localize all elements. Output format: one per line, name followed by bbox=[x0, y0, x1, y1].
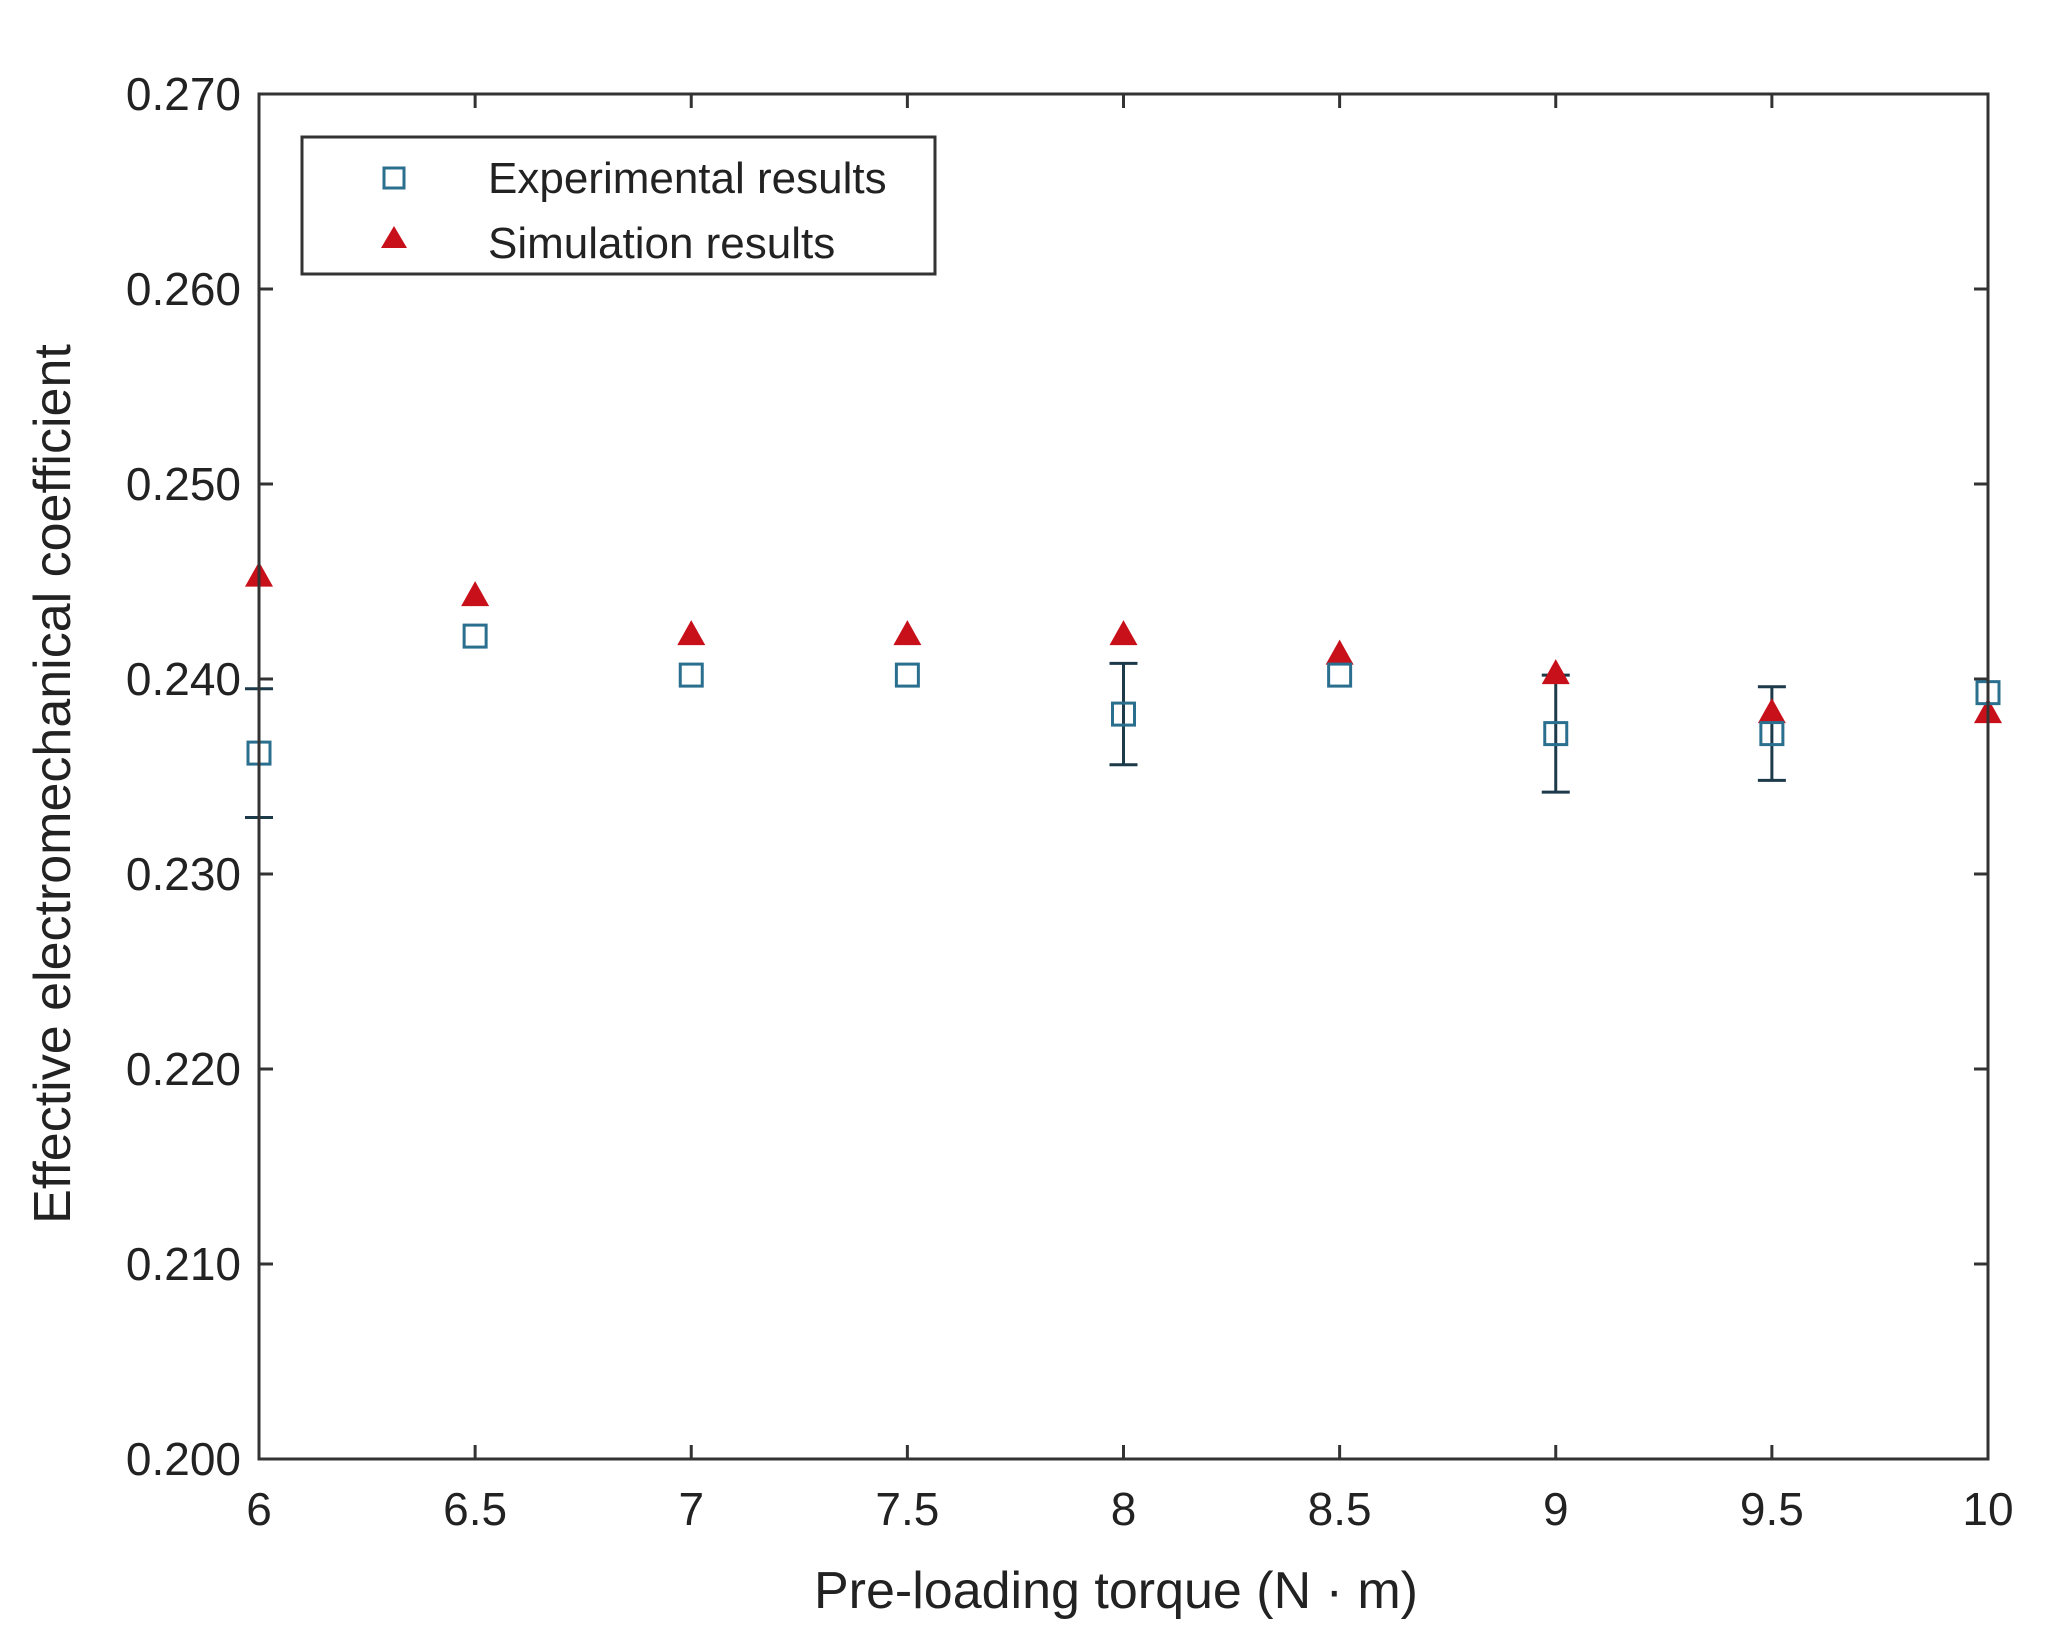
legend-experimental-marker bbox=[382, 166, 406, 190]
x-tick-label: 8 bbox=[1111, 1483, 1137, 1535]
simulation-point bbox=[893, 620, 922, 646]
y-tick-label: 0.250 bbox=[126, 458, 241, 510]
y-tick-label: 0.270 bbox=[126, 68, 241, 120]
x-axis-label: Pre-loading torque (N · m) bbox=[814, 1562, 1418, 1620]
experimental-point bbox=[462, 623, 488, 649]
plot-frame bbox=[257, 92, 1990, 1461]
x-tick-label: 6.5 bbox=[443, 1483, 507, 1535]
experimental-point bbox=[678, 662, 704, 688]
experimental-point bbox=[894, 662, 920, 688]
x-tick-label: 9 bbox=[1543, 1483, 1569, 1535]
simulation-point bbox=[677, 620, 706, 646]
experimental-point bbox=[1111, 701, 1136, 727]
simulation-point bbox=[1109, 620, 1138, 646]
simulation-point bbox=[1541, 659, 1570, 685]
y-tick-label: 0.200 bbox=[126, 1433, 241, 1485]
x-tick-label: 6 bbox=[246, 1483, 272, 1535]
tick-labels: 6 6.5 7 7.5 8 8.5 9 9.5 10 0.200 0.210 0.220 0.230 0.… bbox=[126, 68, 2014, 1535]
legend-experimental-label: Experimental results bbox=[488, 154, 887, 203]
legend-simulation-marker bbox=[381, 226, 407, 248]
x-tick-label: 10 bbox=[1962, 1483, 2013, 1535]
simulation-point bbox=[1325, 639, 1354, 665]
x-tick-label: 9.5 bbox=[1740, 1483, 1804, 1535]
x-tick-label: 7 bbox=[678, 1483, 704, 1535]
y-tick-label: 0.260 bbox=[126, 263, 241, 315]
simulation-point bbox=[461, 581, 490, 607]
legend-box bbox=[300, 135, 937, 276]
experimental-point bbox=[1759, 721, 1785, 747]
experimental-point bbox=[1327, 662, 1353, 688]
y-axis-label: Effective electromechanical coefficient bbox=[24, 344, 82, 1224]
simulation-point bbox=[1757, 698, 1786, 724]
experimental-point bbox=[1543, 721, 1569, 747]
x-tick-label: 7.5 bbox=[875, 1483, 939, 1535]
y-tick-label: 0.230 bbox=[126, 848, 241, 900]
legend: Experimental results Simulation results bbox=[300, 135, 937, 276]
x-tick-label: 8.5 bbox=[1308, 1483, 1372, 1535]
y-tick-label: 0.210 bbox=[126, 1238, 241, 1290]
y-tick-label: 0.220 bbox=[126, 1043, 241, 1095]
legend-simulation-label: Simulation results bbox=[488, 219, 835, 268]
y-tick-label: 0.240 bbox=[126, 653, 241, 705]
